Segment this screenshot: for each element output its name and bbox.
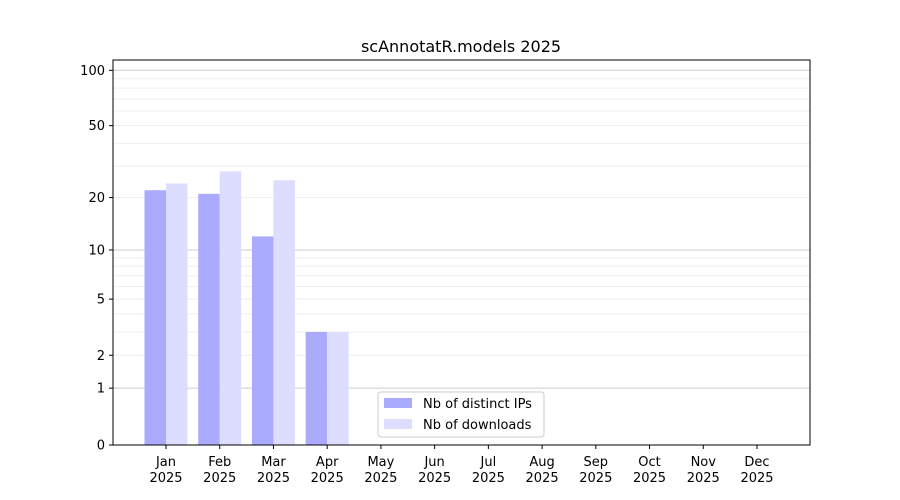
- x-tick-label: Jul 2025: [472, 455, 505, 486]
- y-tick-label: 10: [88, 243, 105, 258]
- y-tick-label: 20: [88, 191, 105, 206]
- legend-swatch: [384, 419, 412, 429]
- legend-label: Nb of downloads: [423, 418, 532, 433]
- y-tick-label: 2: [97, 349, 105, 364]
- x-tick-label: Dec 2025: [740, 455, 773, 486]
- legend-swatch: [384, 398, 412, 408]
- x-tick-label: Nov 2025: [687, 455, 720, 486]
- y-tick-label: 1: [97, 382, 105, 397]
- x-tick-label: Feb 2025: [203, 455, 236, 486]
- x-tick-label: Mar 2025: [257, 455, 290, 486]
- legend-box: [377, 391, 545, 438]
- y-axis: 0 1 2 5 10 20 50 100: [80, 64, 113, 454]
- x-tick-label: May 2025: [364, 455, 397, 486]
- bar-distinct-ips: [251, 236, 274, 445]
- bar-distinct-ips: [305, 331, 328, 445]
- bar-downloads: [327, 331, 349, 445]
- x-axis: Jan 2025 Feb 2025 Mar 2025 Apr 2025 May 2025 Jun 20…: [149, 445, 774, 486]
- plot-frame: [112, 59, 811, 446]
- x-tick-label: Jan 2025: [149, 455, 182, 486]
- bar-downloads: [219, 171, 242, 445]
- bar-downloads: [273, 180, 295, 445]
- y-tick-label: 5: [97, 293, 105, 308]
- y-tick-label: 0: [97, 439, 105, 454]
- legend: Nb of distinct IPs Nb of downloads: [377, 391, 545, 438]
- chart-title: scAnnotatR.models 2025: [361, 37, 561, 56]
- bar-distinct-ips: [144, 190, 166, 445]
- x-tick-label: Oct 2025: [633, 455, 666, 486]
- bar-downloads: [166, 183, 188, 445]
- x-tick-label: Aug 2025: [526, 455, 559, 486]
- legend-label: Nb of distinct IPs: [423, 397, 532, 412]
- x-tick-label: Sep 2025: [579, 455, 612, 486]
- y-tick-label: 100: [80, 64, 105, 79]
- x-tick-label: Apr 2025: [311, 455, 344, 486]
- x-tick-label: Jun 2025: [418, 455, 451, 486]
- bar-distinct-ips: [198, 193, 220, 445]
- bars: [144, 171, 349, 445]
- y-tick-label: 50: [88, 119, 105, 134]
